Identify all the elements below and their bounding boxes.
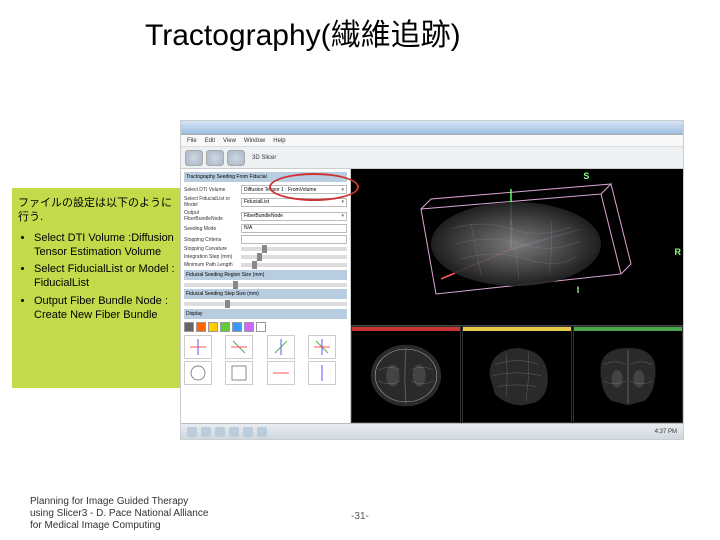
footer-attribution: Planning for Image Guided Therapy using … bbox=[30, 496, 210, 532]
status-icon[interactable] bbox=[229, 427, 239, 437]
sagittal-slice-view[interactable] bbox=[462, 326, 572, 423]
toolbar-button[interactable] bbox=[227, 150, 245, 166]
menu-view[interactable]: View bbox=[223, 138, 236, 144]
color-swatch[interactable] bbox=[220, 322, 230, 332]
3d-view[interactable]: S R I bbox=[351, 169, 683, 326]
step-size-slider[interactable] bbox=[184, 302, 347, 306]
axis-view-button[interactable] bbox=[308, 361, 336, 385]
field-label: Select DTI Volume bbox=[184, 187, 239, 193]
statusbar: 4:37 PM bbox=[181, 423, 683, 439]
color-swatch[interactable] bbox=[244, 322, 254, 332]
status-icon[interactable] bbox=[201, 427, 211, 437]
coronal-slice-view[interactable] bbox=[573, 326, 683, 423]
color-swatch[interactable] bbox=[232, 322, 242, 332]
axis-thumbnails bbox=[184, 335, 347, 385]
slice-bar-coronal bbox=[574, 327, 682, 331]
slice-bar-axial bbox=[352, 327, 460, 331]
min-path-slider[interactable] bbox=[241, 263, 347, 267]
note-item: Select DTI Volume :Diffusion Tensor Esti… bbox=[34, 231, 181, 260]
axis-view-button[interactable] bbox=[267, 361, 295, 385]
status-icon[interactable] bbox=[243, 427, 253, 437]
brain-slice-icon bbox=[362, 337, 450, 414]
color-swatch[interactable] bbox=[256, 322, 266, 332]
menu-edit[interactable]: Edit bbox=[205, 138, 215, 144]
toolbar-button[interactable] bbox=[206, 150, 224, 166]
field-label: Output FiberBundleNode bbox=[184, 210, 239, 222]
toolbar-button[interactable] bbox=[185, 150, 203, 166]
panel-subheader: Fiducial Seeding Step Size (mm) bbox=[184, 289, 347, 299]
brain-3d-render bbox=[381, 179, 641, 309]
field-label: Stopping Curvature bbox=[184, 246, 239, 252]
status-icon[interactable] bbox=[187, 427, 197, 437]
brain-slice-icon bbox=[473, 337, 561, 414]
menu-file[interactable]: File bbox=[187, 138, 197, 144]
field-label: Minimum Path Length bbox=[184, 262, 239, 268]
menu-help[interactable]: Help bbox=[273, 138, 285, 144]
slice-bar-sagittal bbox=[463, 327, 571, 331]
page-number: -31- bbox=[351, 511, 369, 522]
panel-subheader: Display bbox=[184, 309, 347, 319]
window-titlebar[interactable] bbox=[181, 121, 683, 135]
axis-view-button[interactable] bbox=[184, 361, 212, 385]
view-panel: S R I bbox=[351, 169, 683, 423]
slice-views bbox=[351, 326, 683, 423]
field-label: Seeding Mode bbox=[184, 226, 239, 232]
axis-view-button[interactable] bbox=[308, 335, 336, 359]
panel-subheader: Fiducial Seeding Region Size (mm) bbox=[184, 270, 347, 280]
menubar[interactable]: File Edit View Window Help bbox=[181, 135, 683, 147]
color-swatch[interactable] bbox=[196, 322, 206, 332]
fiducial-select[interactable]: FiducialList bbox=[241, 198, 347, 207]
field-label: Integration Step (mm) bbox=[184, 254, 239, 260]
module-panel: Tractography Seeding From Fiducial Selec… bbox=[181, 169, 351, 423]
color-palette bbox=[184, 322, 347, 332]
color-swatch[interactable] bbox=[208, 322, 218, 332]
axis-view-button[interactable] bbox=[184, 335, 212, 359]
stopping-criteria-input[interactable] bbox=[241, 235, 347, 244]
region-size-slider[interactable] bbox=[184, 283, 347, 287]
axis-view-button[interactable] bbox=[267, 335, 295, 359]
color-swatch[interactable] bbox=[184, 322, 194, 332]
brain-slice-icon bbox=[584, 337, 672, 414]
axis-view-button[interactable] bbox=[225, 335, 253, 359]
note-item: Select FiducialList or Model : FiducialL… bbox=[34, 262, 181, 291]
dti-volume-select[interactable]: Diffusion Tensor 1 : FromVolume bbox=[241, 185, 347, 194]
toolbar-label: 3D Slicer bbox=[252, 155, 276, 161]
status-icon[interactable] bbox=[257, 427, 267, 437]
note-title: ファイルの設定は以下のように行う. bbox=[18, 196, 181, 225]
slide-title: Tractography(繊維追跡) bbox=[145, 10, 461, 54]
instruction-note: ファイルの設定は以下のように行う. Select DTI Volume :Dif… bbox=[12, 188, 187, 388]
note-item: Output Fiber Bundle Node : Create New Fi… bbox=[34, 294, 181, 323]
axis-label-r: R bbox=[675, 247, 682, 257]
seeding-mode-input[interactable]: N/A bbox=[241, 224, 347, 233]
panel-header: Tractography Seeding From Fiducial bbox=[184, 172, 347, 182]
toolbar: 3D Slicer bbox=[181, 147, 683, 169]
axial-slice-view[interactable] bbox=[351, 326, 461, 423]
menu-window[interactable]: Window bbox=[244, 138, 265, 144]
slicer-window: File Edit View Window Help 3D Slicer Tra… bbox=[180, 120, 684, 440]
curvature-slider[interactable] bbox=[241, 247, 347, 251]
output-bundle-select[interactable]: FiberBundleNode bbox=[241, 212, 347, 221]
field-label: Stopping Criteria bbox=[184, 237, 239, 243]
clock: 4:37 PM bbox=[655, 429, 677, 435]
step-slider[interactable] bbox=[241, 255, 347, 259]
note-list: Select DTI Volume :Diffusion Tensor Esti… bbox=[18, 231, 181, 323]
main-area: Tractography Seeding From Fiducial Selec… bbox=[181, 169, 683, 423]
axis-view-button[interactable] bbox=[225, 361, 253, 385]
status-icon[interactable] bbox=[215, 427, 225, 437]
field-label: Select FiducialList or Model bbox=[184, 196, 239, 208]
